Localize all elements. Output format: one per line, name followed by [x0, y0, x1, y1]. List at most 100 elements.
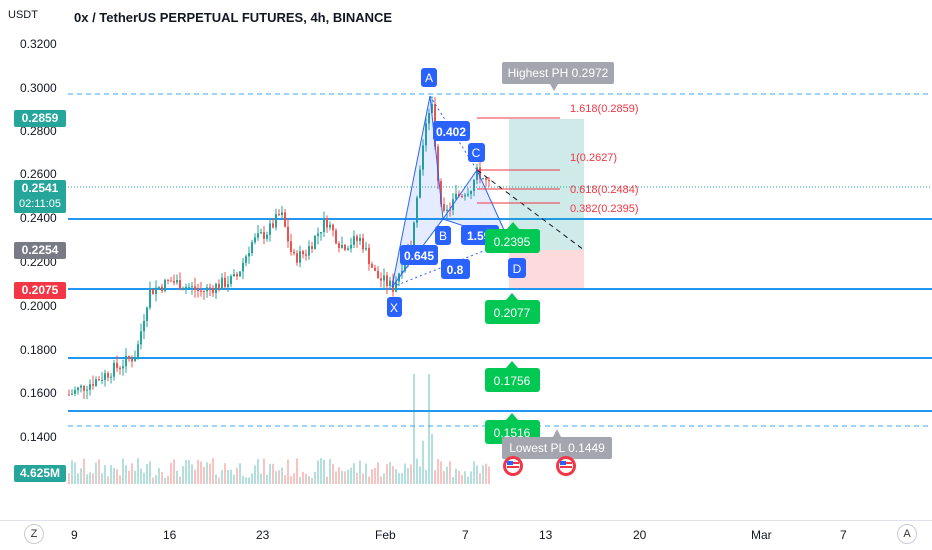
volume-bar — [479, 473, 481, 484]
volume-bar — [458, 470, 460, 484]
currency-label: USDT — [8, 9, 38, 21]
zoom-button[interactable]: Z — [24, 524, 44, 544]
candle-body — [104, 373, 106, 380]
candle-body — [170, 280, 172, 282]
candle-body — [389, 280, 391, 287]
volume-bar — [404, 463, 406, 484]
candle-body — [299, 251, 301, 263]
volume-bars — [68, 374, 490, 484]
target-label-0.2395: 0.2395 — [494, 235, 531, 249]
candle-body — [269, 223, 271, 235]
volume-bar — [485, 463, 487, 484]
volume-bar — [308, 476, 310, 484]
candle-body — [188, 286, 190, 288]
fib-1618-label: 1.618(0.2859) — [570, 103, 639, 115]
volume-bar — [230, 469, 232, 484]
candle-body — [119, 367, 121, 369]
candle-body — [176, 280, 178, 283]
candle-body — [242, 262, 244, 272]
candle-body — [254, 237, 256, 243]
candle-body — [248, 253, 250, 257]
candle-body — [182, 289, 184, 291]
volume-bar — [386, 464, 388, 484]
ratio-bd-label: 1.59 — [467, 229, 491, 243]
chart-title[interactable]: 0x / TetherUS PERPETUAL FUTURES, 4h, BIN… — [74, 10, 393, 25]
ratio-xb-box — [400, 245, 438, 265]
volume-bar — [77, 473, 79, 484]
current-price-pill[interactable]: 0.2541 — [14, 180, 66, 197]
price-tick-0.1600: 0.1600 — [20, 386, 57, 400]
volume-bar — [203, 466, 205, 484]
volume-bar — [86, 474, 88, 484]
candle-body — [473, 179, 475, 191]
volume-bar — [410, 464, 412, 484]
point-c-label: C — [472, 146, 481, 160]
candle-body — [470, 190, 472, 194]
candle-body — [413, 222, 415, 248]
volume-bar — [161, 472, 163, 484]
volume-bar — [380, 476, 382, 484]
candle-body — [179, 280, 181, 290]
volume-bar — [371, 468, 373, 484]
candle-body — [362, 237, 364, 250]
candle-body — [323, 218, 325, 232]
candle-body — [83, 385, 85, 391]
volume-bar — [146, 464, 148, 484]
candle-body — [161, 286, 163, 291]
candle-body — [218, 283, 220, 289]
candle-body — [458, 193, 460, 197]
volume-bar — [104, 464, 106, 484]
candle-body — [431, 104, 433, 114]
candle-body — [68, 394, 70, 396]
volume-bar — [206, 462, 208, 484]
volume-bar — [155, 475, 157, 484]
candle-body — [80, 385, 82, 388]
volume-bar — [170, 462, 172, 484]
volume-bar — [344, 471, 346, 484]
volume-bar — [215, 474, 217, 484]
candle-body — [134, 358, 136, 362]
candle-body — [338, 243, 340, 248]
auto-scale-button[interactable]: A — [897, 524, 917, 544]
volume-bar — [377, 462, 379, 484]
time-tick-16: 16 — [163, 528, 177, 542]
ratio-ac-label: 0.402 — [436, 125, 466, 139]
lowest-pl-label: Lowest PL 0.1449 — [509, 441, 605, 455]
volume-bar — [140, 468, 142, 484]
candle-body — [374, 267, 376, 271]
price-tick-0.2000: 0.2000 — [20, 299, 57, 313]
volume-bar — [362, 473, 364, 484]
volume-bar — [434, 470, 436, 484]
volume-bar — [335, 471, 337, 484]
volume-bar — [455, 468, 457, 484]
volume-bar — [191, 464, 193, 484]
volume-bar — [185, 459, 187, 484]
volume-bar — [272, 463, 274, 484]
volume-bar — [464, 471, 466, 484]
volume-bar — [164, 477, 166, 484]
point-b-marker — [435, 226, 451, 245]
candle-body — [449, 209, 451, 211]
candle-body — [281, 212, 283, 216]
volume-bar — [299, 476, 301, 484]
volume-bar — [68, 473, 70, 484]
volume-bar — [419, 466, 421, 484]
ratio-xb-label: 0.645 — [404, 249, 434, 263]
volume-bar — [239, 463, 241, 484]
volume-bar — [416, 458, 418, 484]
candle-body — [230, 276, 232, 285]
candle-body — [86, 389, 88, 391]
target-box-0.1756 — [485, 368, 540, 392]
target-label-0.1516: 0.1516 — [494, 426, 531, 440]
volume-bar — [278, 470, 280, 484]
candle-body — [146, 307, 148, 322]
price-pill-stop: 0.2075 — [14, 282, 66, 299]
volume-bar — [143, 472, 145, 484]
volume-bar — [257, 459, 259, 484]
candle-body — [227, 284, 229, 287]
volume-bar — [71, 460, 73, 484]
volume-bar — [338, 467, 340, 484]
time-tick-mar: Mar — [751, 528, 772, 542]
profit-zone — [509, 119, 584, 250]
